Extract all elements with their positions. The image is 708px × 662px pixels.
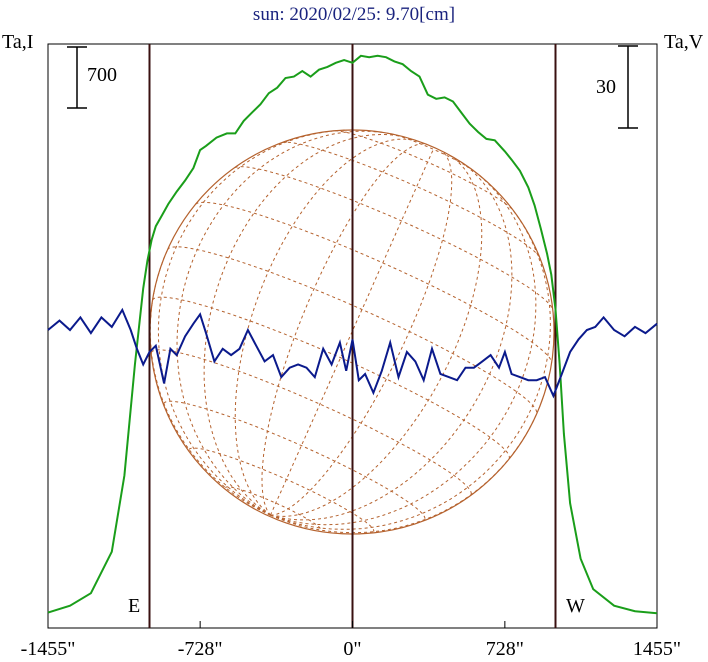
x-tick-label-4: 1455"	[632, 638, 682, 660]
right-axis-label: Ta,V	[664, 31, 704, 53]
grid-line	[149, 249, 271, 516]
right-scale-bar	[618, 45, 638, 129]
grid-line	[176, 130, 391, 516]
grid-line	[270, 413, 537, 534]
grid-line	[261, 143, 427, 516]
heliographic-grid	[149, 129, 554, 534]
grid-line	[234, 166, 554, 310]
series-stokes-v-line	[47, 307, 658, 399]
left-axis-label: Ta,I	[2, 31, 34, 53]
grid-line	[270, 170, 537, 526]
limb-lines	[148, 44, 557, 628]
x-tick-label-3: 728"	[485, 638, 524, 660]
grid-line	[225, 486, 322, 531]
grid-line	[151, 349, 472, 495]
grid-line	[270, 161, 513, 521]
grid-line	[270, 147, 435, 516]
grid-line	[152, 296, 510, 459]
grid-line	[188, 447, 375, 532]
grid-line	[281, 141, 541, 258]
grid-line	[270, 150, 453, 516]
series-stokes-i-line	[47, 54, 658, 615]
grid-line	[270, 201, 551, 530]
grid-line	[203, 133, 407, 516]
chart-title: sun: 2020/02/25: 9.70[cm]	[252, 4, 456, 25]
grid-line	[163, 400, 426, 520]
grid-line	[157, 129, 345, 516]
x-tick-label-2: 0"	[343, 638, 362, 660]
right-scale-value: 30	[596, 76, 616, 98]
grid-line	[234, 138, 420, 516]
west-limb-label: W	[566, 595, 585, 617]
grid-line	[270, 154, 483, 517]
left-scale-value: 700	[87, 64, 117, 86]
east-limb-label: E	[128, 595, 141, 617]
left-scale-bar	[67, 46, 87, 109]
x-tick-label-1: -728"	[177, 638, 223, 660]
x-ticks	[47, 621, 658, 628]
x-tick-label-0: -1455"	[20, 638, 76, 660]
